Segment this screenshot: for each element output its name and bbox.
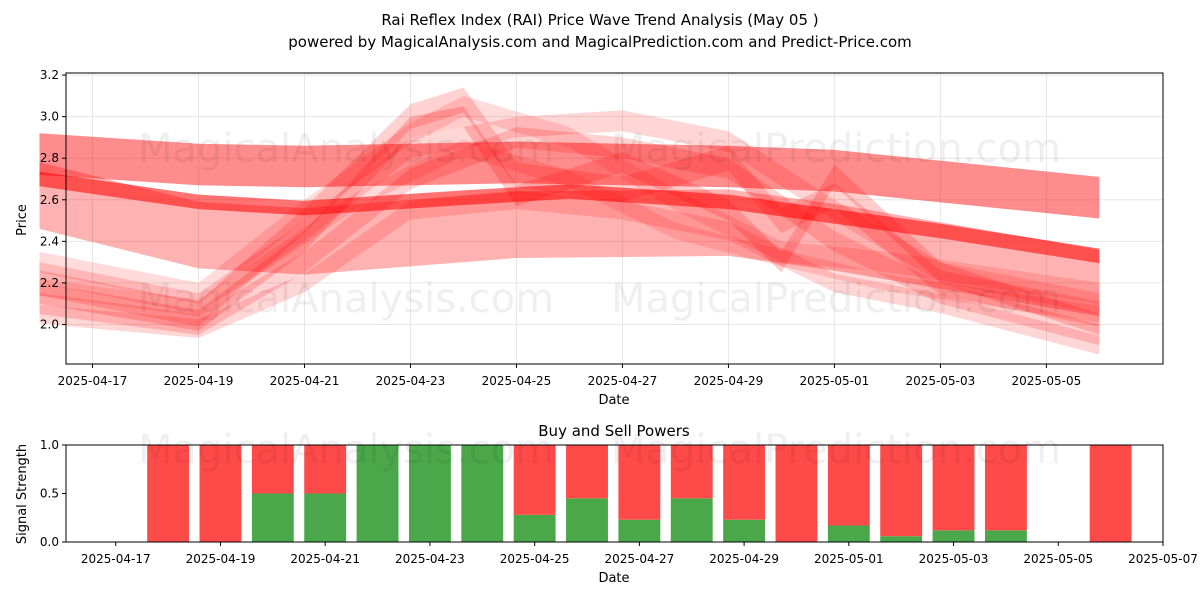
price-x-tick-label: 2025-05-05 [1012,374,1082,388]
buy-bar [827,525,870,542]
price-wave-band-6 [39,127,1100,346]
sell-bar [932,445,975,531]
signal-chart: MagicalAnalysis.com MagicalPrediction.co… [15,422,1198,586]
sell-bar [566,445,608,499]
price-wave-band-3 [39,171,1100,264]
sell-bar [1089,445,1132,542]
signal-y-tick-label: 0.5 [40,487,59,501]
sell-bar [513,445,556,515]
price-x-tick-label: 2025-05-01 [800,374,870,388]
price-wave-band-5 [39,87,1100,327]
chart-subtitle: powered by MagicalAnalysis.com and Magic… [288,33,912,51]
signal-x-axis-label: Date [598,571,629,586]
price-y-tick-label: 3.0 [40,110,59,124]
watermark-prediction-bottom: MagicalPrediction.com [611,427,1061,473]
price-wave-band-9 [39,95,1100,304]
price-wave-band-2 [39,162,1100,317]
buy-bar [670,498,713,542]
buy-bar [513,514,556,542]
sell-bar [723,445,766,520]
signal-y-tick-label: 0.0 [40,535,59,549]
signal-x-tick-label: 2025-04-27 [604,552,674,566]
price-x-tick-label: 2025-04-23 [376,374,446,388]
signal-x-tick-label: 2025-05-03 [919,552,989,566]
price-x-tick-label: 2025-04-19 [164,374,234,388]
buy-bar [618,519,661,542]
signal-y-axis-label: Signal Strength [15,444,30,544]
price-wave-band-10 [39,139,1100,323]
price-wave-band-1 [39,133,1100,219]
buy-bar [723,519,766,542]
price-x-tick-label: 2025-04-17 [58,374,128,388]
price-x-axis-label: Date [598,393,629,408]
price-y-tick-label: 3.2 [40,68,59,82]
sell-bar [984,445,1027,531]
watermark-analysis-mid: MagicalAnalysis.com [138,276,554,322]
price-wave-band-4 [39,106,1100,335]
buy-bar [461,445,504,542]
signal-x-tick-label: 2025-05-07 [1128,552,1198,566]
price-x-tick-label: 2025-05-03 [906,374,976,388]
signal-x-tick-label: 2025-04-17 [81,552,151,566]
price-chart: MagicalAnalysis.com MagicalPrediction.co… [15,68,1164,408]
signal-x-tick-label: 2025-04-29 [709,552,779,566]
price-y-tick-label: 2.6 [40,193,59,207]
sell-bar [775,445,818,542]
sell-bar [304,445,347,494]
buy-bar [408,445,451,542]
signal-x-tick-label: 2025-04-23 [395,552,465,566]
watermark-analysis-bottom: MagicalAnalysis.com [138,427,554,473]
watermark-analysis-top: MagicalAnalysis.com [138,126,554,172]
buy-bar [251,493,294,542]
sell-bar [880,445,923,537]
buy-bar [356,445,399,542]
price-x-tick-label: 2025-04-21 [270,374,340,388]
watermark-prediction-top: MagicalPrediction.com [611,126,1061,172]
buy-bar [984,530,1027,542]
buy-bar [304,493,347,542]
sell-bar [251,445,294,494]
price-wave-band-7 [39,110,1100,315]
signal-x-tick-label: 2025-04-21 [290,552,360,566]
signal-x-tick-label: 2025-05-01 [814,552,884,566]
price-y-tick-label: 2.8 [40,151,59,165]
price-x-tick-label: 2025-04-29 [694,374,764,388]
signal-plot-area [66,445,1163,542]
price-y-tick-label: 2.2 [40,276,59,290]
signal-chart-title: Buy and Sell Powers [538,422,690,440]
sell-bar [827,445,870,526]
signal-x-tick-label: 2025-05-05 [1023,552,1093,566]
price-plot-frame [65,72,1164,365]
price-y-tick-label: 2.4 [40,234,59,248]
sell-bar [147,445,190,542]
sell-bar [199,445,242,542]
signal-x-tick-label: 2025-04-19 [186,552,256,566]
sell-bar [618,445,661,520]
buy-bar [932,530,975,542]
price-y-axis-label: Price [15,204,30,236]
chart-title: Rai Reflex Index (RAI) Price Wave Trend … [381,11,818,29]
price-x-tick-label: 2025-04-25 [482,374,552,388]
price-y-tick-label: 2.0 [40,318,59,332]
price-x-tick-label: 2025-04-27 [588,374,658,388]
sell-bar [670,445,713,499]
watermark-prediction-mid: MagicalPrediction.com [611,276,1061,322]
price-plot-area [66,73,1163,364]
buy-bar [880,536,923,542]
signal-y-tick-label: 1.0 [40,438,59,452]
signal-x-tick-label: 2025-04-25 [500,552,570,566]
buy-bar [566,498,608,542]
